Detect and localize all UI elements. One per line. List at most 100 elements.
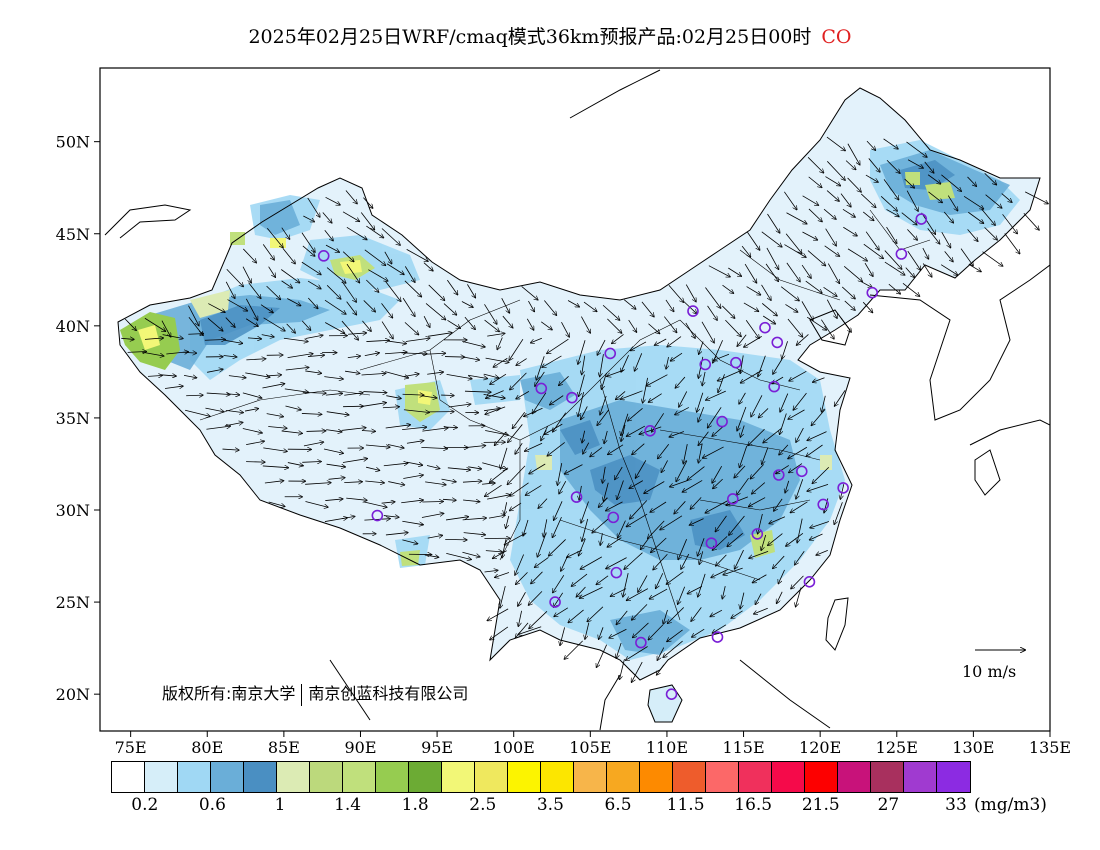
wind-arrow — [365, 445, 390, 447]
station-marker — [817, 498, 830, 511]
wind-reference-label: 10 m/s — [962, 662, 1017, 681]
wind-arrow — [481, 483, 495, 484]
station-marker — [795, 465, 808, 478]
wind-arrow — [866, 140, 875, 150]
wind-arrow — [847, 248, 867, 261]
lat-tick-label: 20N — [56, 685, 90, 704]
longitude-axis: 75E 80E 85E 90E 95E 100E 105E 110E 115E 120E 125E 1… — [115, 731, 1071, 757]
wind-arrow — [651, 537, 667, 552]
wind-arrow — [660, 515, 683, 530]
wind-arrow — [385, 371, 408, 378]
wind-arrow — [641, 538, 649, 550]
wind-arrow — [518, 610, 522, 626]
wind-arrow — [788, 409, 805, 419]
wind-arrow — [403, 374, 419, 377]
wind-arrow — [723, 567, 743, 575]
lon-tick-label: 100E — [493, 738, 535, 757]
wind-arrow — [242, 266, 251, 283]
wind-arrow — [619, 659, 625, 679]
colorbar-label: 6.5 — [604, 795, 632, 815]
wind-arrow — [565, 464, 583, 474]
station-marker — [549, 596, 561, 608]
wind-arrow — [618, 520, 626, 538]
wind-arrow — [963, 195, 983, 209]
wind-arrow — [281, 280, 293, 288]
wind-arrow — [578, 340, 586, 364]
wind-arrow — [488, 515, 505, 519]
wind-arrow — [676, 460, 688, 482]
wind-arrow — [482, 462, 507, 470]
neighbor-coastlines — [104, 69, 1050, 731]
wind-arrow — [401, 500, 423, 504]
wind-arrow — [525, 442, 543, 451]
wind-arrow — [863, 243, 883, 258]
wind-arrow — [663, 609, 668, 624]
wind-arrow — [307, 297, 317, 308]
wind-arrow — [740, 592, 745, 609]
wind-arrow — [500, 447, 508, 469]
wind-arrow — [801, 264, 811, 278]
wind-arrow — [161, 320, 171, 337]
station-marker — [727, 493, 739, 505]
wind-arrow — [772, 376, 784, 383]
wind-arrow — [381, 502, 395, 503]
wind-arrow — [485, 406, 506, 414]
wind-arrow — [324, 299, 346, 314]
wind-arrow — [303, 215, 314, 222]
wind-arrow — [597, 339, 606, 355]
wind-arrow — [361, 403, 386, 407]
wind-arrow — [225, 281, 235, 298]
wind-arrow — [616, 391, 626, 399]
wind-arrow — [550, 395, 564, 405]
station-marker — [771, 336, 784, 349]
wind-arrow — [360, 212, 374, 230]
wind-arrow — [734, 465, 746, 478]
wind-arrow — [222, 449, 239, 450]
wind-arrow — [638, 575, 648, 592]
wind-arrow — [485, 551, 502, 552]
wind-arrow — [302, 392, 326, 393]
lat-tick-label: 30N — [56, 501, 90, 520]
wind-arrow — [363, 501, 387, 507]
wind-arrow — [744, 263, 756, 283]
wind-arrow — [627, 425, 646, 436]
wind-arrow — [341, 516, 355, 518]
wind-arrow — [510, 502, 522, 510]
wind-arrow — [368, 269, 387, 281]
wind-arrow — [384, 352, 407, 354]
colorbar-swatch — [475, 762, 508, 792]
wind-arrow — [341, 428, 366, 431]
wind-arrow — [363, 197, 372, 208]
wind-arrow — [840, 193, 851, 207]
wind-arrow — [784, 244, 805, 258]
wind-arrow — [780, 286, 799, 301]
lon-tick-label: 110E — [646, 738, 688, 757]
wind-arrow — [532, 392, 547, 414]
wind-arrow — [147, 375, 162, 376]
wind-arrow — [904, 178, 915, 188]
wind-arrow — [821, 319, 834, 339]
wind-arrow — [425, 481, 446, 485]
wind-arrow — [982, 251, 1003, 266]
wind-arrow — [361, 373, 386, 375]
wind-arrow — [447, 319, 460, 328]
wind-arrow — [404, 322, 419, 334]
wind-arrow — [587, 606, 604, 622]
wind-arrow — [381, 228, 400, 245]
colorbar-swatch — [871, 762, 904, 792]
wind-arrow — [698, 431, 709, 446]
lon-tick-label: 130E — [952, 738, 994, 757]
colorbar-unit: (mg/m3) — [974, 795, 1047, 815]
wind-arrow — [1024, 191, 1048, 204]
wind-arrow — [811, 409, 826, 425]
station-marker — [768, 380, 780, 393]
wind-arrow — [347, 356, 360, 358]
colorbar-swatch — [772, 762, 805, 792]
wind-arrow — [779, 444, 789, 455]
colorbar-label: 1.8 — [401, 795, 429, 815]
wind-arrow — [947, 195, 957, 211]
wind-arrow — [705, 287, 720, 308]
wind-arrow — [604, 430, 608, 443]
wind-arrow — [301, 320, 310, 330]
wind-arrow — [639, 426, 662, 434]
